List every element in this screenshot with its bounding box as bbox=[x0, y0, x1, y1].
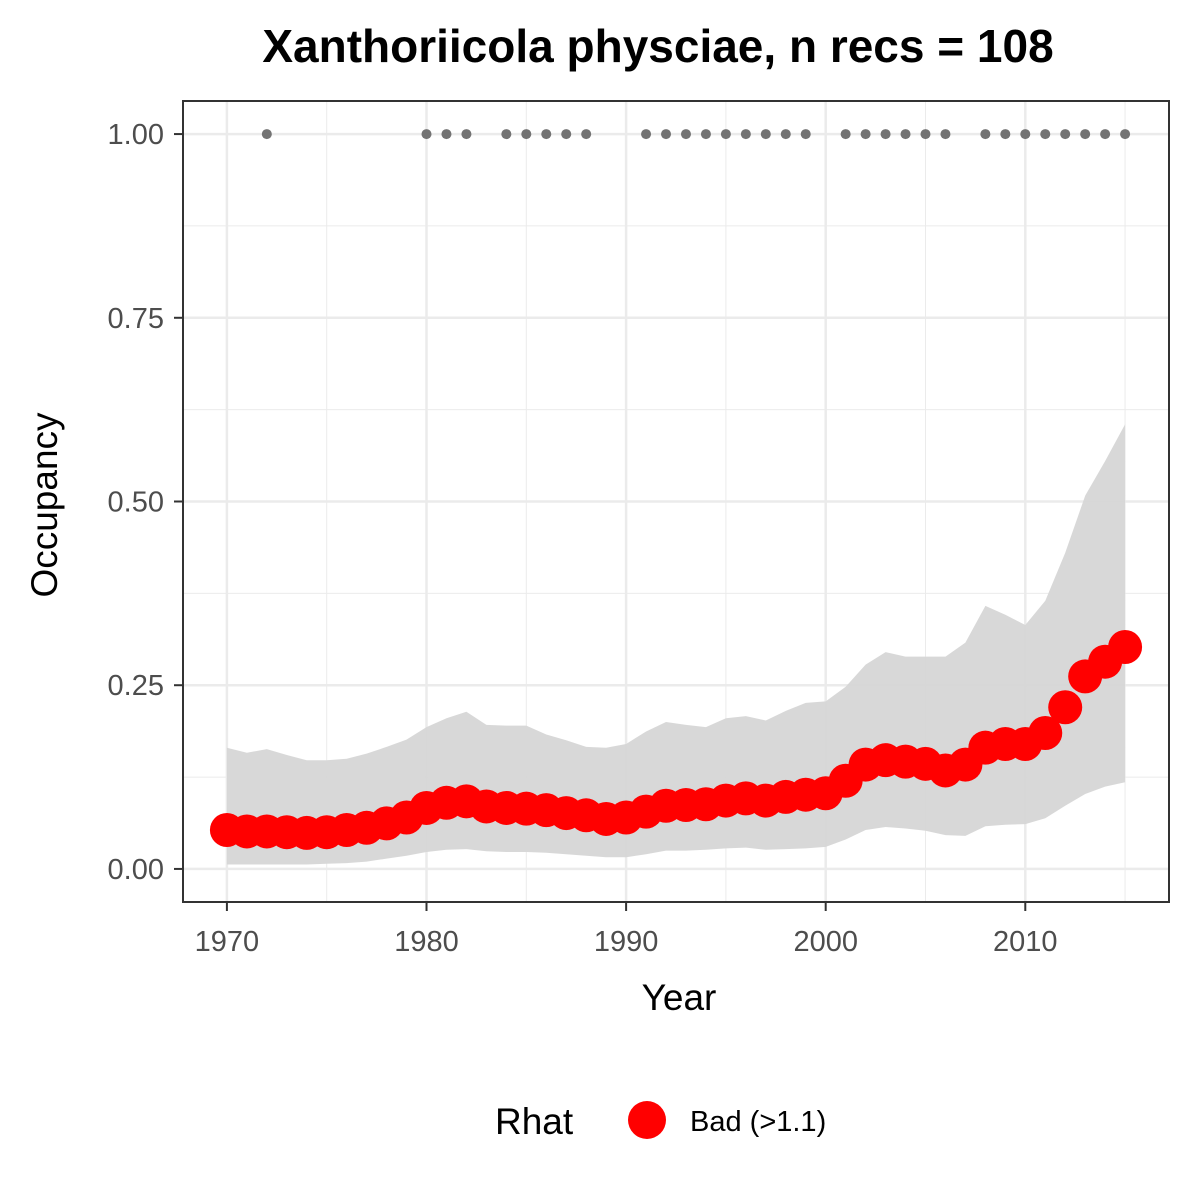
record-point bbox=[661, 129, 672, 140]
record-point bbox=[421, 129, 432, 140]
legend-title: Rhat bbox=[495, 1101, 574, 1142]
record-point bbox=[1060, 129, 1071, 140]
record-point bbox=[980, 129, 991, 140]
legend: Rhat Bad (>1.1) bbox=[495, 1101, 826, 1142]
record-point bbox=[700, 129, 711, 140]
record-point bbox=[680, 129, 691, 140]
record-point bbox=[541, 129, 552, 140]
legend-key-bad bbox=[628, 1101, 666, 1139]
record-point bbox=[641, 129, 652, 140]
record-point bbox=[940, 129, 951, 140]
x-axis: 1970 1980 1990 2000 2010 bbox=[195, 902, 1058, 958]
record-point bbox=[1020, 129, 1031, 140]
occupancy-point bbox=[1028, 715, 1063, 750]
y-axis-title: Occupancy bbox=[24, 412, 65, 598]
record-point bbox=[720, 129, 731, 140]
record-point bbox=[1000, 129, 1011, 140]
y-tick-label: 1.00 bbox=[108, 119, 164, 151]
y-tick-label: 0.00 bbox=[108, 854, 164, 886]
x-axis-title: Year bbox=[642, 977, 717, 1018]
chart-title: Xanthoriicola physciae, n recs = 108 bbox=[262, 20, 1053, 72]
y-axis: 0.00 0.25 0.50 0.75 1.00 bbox=[108, 119, 183, 886]
record-point bbox=[1120, 129, 1131, 140]
x-tick-label: 1990 bbox=[594, 926, 659, 958]
y-tick-label: 0.50 bbox=[108, 487, 164, 519]
occupancy-point bbox=[1108, 630, 1143, 665]
x-tick-label: 1980 bbox=[394, 926, 459, 958]
record-point bbox=[840, 129, 851, 140]
x-tick-label: 1970 bbox=[195, 926, 260, 958]
record-point bbox=[760, 129, 771, 140]
record-point bbox=[880, 129, 891, 140]
record-point bbox=[561, 129, 572, 140]
record-point bbox=[581, 129, 592, 140]
record-point bbox=[920, 129, 931, 140]
legend-label-bad: Bad (>1.1) bbox=[690, 1106, 826, 1138]
record-point bbox=[780, 129, 791, 140]
occupancy-points bbox=[209, 630, 1143, 850]
record-point bbox=[800, 129, 811, 140]
record-point bbox=[261, 129, 272, 140]
record-point bbox=[501, 129, 512, 140]
x-tick-label: 2000 bbox=[793, 926, 858, 958]
x-tick-label: 2010 bbox=[993, 926, 1058, 958]
occupancy-point bbox=[1048, 690, 1083, 725]
record-point bbox=[900, 129, 911, 140]
record-point bbox=[740, 129, 751, 140]
record-point bbox=[860, 129, 871, 140]
record-point bbox=[521, 129, 532, 140]
y-tick-label: 0.25 bbox=[108, 670, 164, 702]
record-point bbox=[1100, 129, 1111, 140]
y-tick-label: 0.75 bbox=[108, 303, 164, 335]
record-point bbox=[1040, 129, 1051, 140]
record-point bbox=[441, 129, 452, 140]
record-point bbox=[1080, 129, 1091, 140]
record-point bbox=[461, 129, 472, 140]
record-points bbox=[261, 129, 1131, 140]
